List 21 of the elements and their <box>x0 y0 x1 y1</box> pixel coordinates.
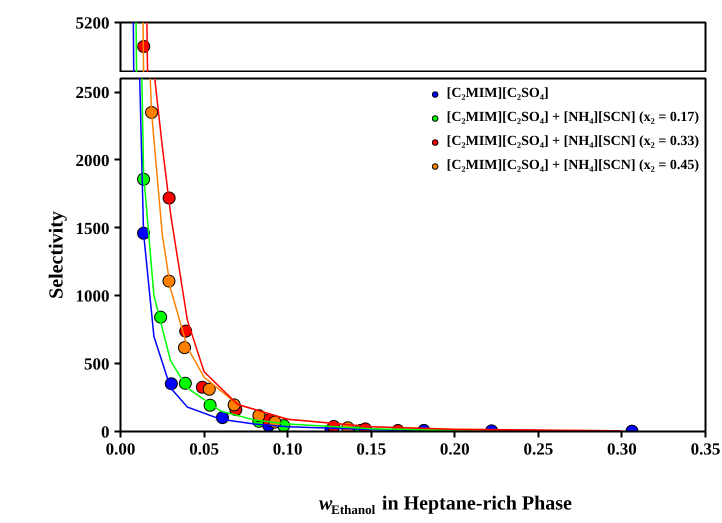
x-tick-label: 0.30 <box>607 440 637 458</box>
x-tick-label: 0.10 <box>272 440 303 458</box>
legend-label: [C₂MIM][C₂SO₄] + [NH₄][SCN] (x₂ = 0.45) <box>446 158 699 174</box>
legend-label: [C₂MIM][C₂SO₄] + [NH₄][SCN] (x₂ = 0.33) <box>446 134 699 150</box>
y-tick-label: 1500 <box>76 218 110 238</box>
y-tick-label: 0 <box>101 422 110 442</box>
x-tick-label: 0.05 <box>189 440 219 458</box>
y-axis-title: Selectivity <box>46 211 68 299</box>
y-tick-label: 2500 <box>76 83 110 102</box>
y-tick-label: 500 <box>84 354 110 374</box>
x-tick-label: 0.25 <box>523 440 554 458</box>
x-tick-label: 0.35 <box>690 440 720 458</box>
point <box>202 382 216 396</box>
x-tick-label: 0.20 <box>440 440 470 458</box>
y-tick-label: 1000 <box>76 286 110 306</box>
y-tick-label: 2000 <box>76 150 110 170</box>
text: 5200 <box>76 14 110 32</box>
x-tick-label: 0.15 <box>356 440 386 458</box>
legend-label: [C₂MIM][C₂SO₄] + [NH₄][SCN] (x₂ = 0.17) <box>446 110 699 126</box>
x-tick-label: 0.00 <box>106 440 136 458</box>
legend-label: [C₂MIM][C₂SO₄] <box>446 86 549 102</box>
